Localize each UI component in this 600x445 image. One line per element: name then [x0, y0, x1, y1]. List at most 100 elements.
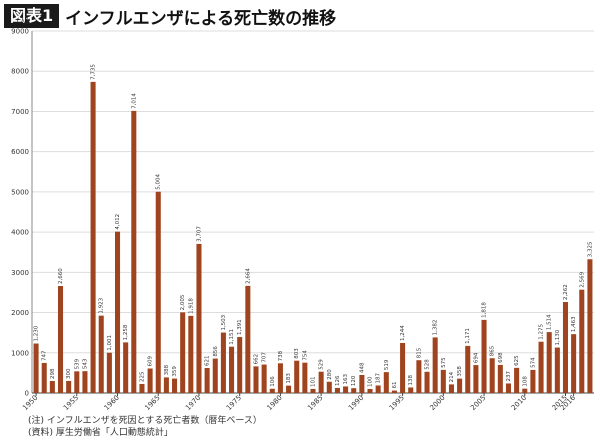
bar-1967: [172, 378, 178, 393]
x-tick-label: 2000: [428, 394, 446, 412]
bar-1987: [334, 387, 340, 393]
bar-1994: [391, 390, 397, 393]
data-label-1963: 225: [139, 371, 145, 382]
bar-2016: [571, 334, 577, 393]
bar-1972: [212, 358, 218, 393]
data-label-1978: 707: [262, 352, 268, 363]
bar-1988: [343, 386, 349, 393]
bar-1961: [123, 342, 129, 393]
data-label-1966: 388: [164, 364, 170, 375]
data-label-2008: 237: [506, 370, 512, 381]
y-tick-label: 7000: [11, 108, 29, 116]
data-label-1960: 4,012: [115, 214, 121, 230]
x-tick-label: 1965: [143, 394, 161, 412]
data-label-1994: 61: [392, 382, 398, 389]
title-bar: 図表1 インフルエンザによる死亡数の推移: [4, 3, 336, 29]
bar-2011: [530, 369, 536, 393]
data-label-undefined: 2,569: [579, 271, 585, 287]
data-label-2013: 1,514: [547, 314, 553, 330]
source-text: (資料) 厚生労働省「人口動態統計」: [28, 428, 173, 438]
data-label-1986: 280: [327, 369, 333, 380]
data-label-1985: 529: [319, 359, 325, 370]
data-label-1975: 1,391: [237, 319, 243, 335]
data-label-1956: 543: [82, 358, 88, 369]
y-tick-label: 8000: [11, 68, 29, 76]
bar-1977: [253, 366, 259, 393]
data-label-1997: 815: [416, 347, 422, 358]
bar-1993: [383, 372, 389, 393]
bar-1999: [432, 337, 438, 393]
bar-1989: [351, 388, 357, 393]
x-tick-label: 1970: [184, 394, 202, 412]
bar-2007: [497, 364, 503, 393]
data-label-1969: 1,918: [188, 298, 194, 314]
data-label-1973: 1,503: [221, 314, 227, 330]
bar-1953: [57, 286, 64, 393]
data-label-1964: 609: [148, 356, 154, 367]
x-tick-label: 1960: [103, 394, 121, 412]
bar-2012: [538, 341, 544, 393]
y-tick-label: 3000: [11, 269, 29, 277]
data-label-2014: 1,130: [555, 329, 561, 345]
bar-2006: [489, 358, 495, 393]
bar-1964: [147, 368, 153, 393]
bar-1979: [269, 388, 275, 393]
data-label-1970: 3,707: [196, 226, 202, 242]
bar-1960: [114, 231, 121, 393]
x-tick-label: 1955: [62, 394, 80, 412]
notes-block: (注) インフルエンザを死因とする死亡者数（暦年ベース） (資料) 厚生労働省「…: [28, 415, 262, 439]
data-label-1962: 7,014: [131, 93, 137, 109]
bar-2001: [448, 384, 454, 393]
bar-1969: [188, 315, 194, 393]
bar-1962: [131, 110, 137, 393]
data-label-1972: 856: [213, 346, 219, 357]
bar-1950: [33, 343, 39, 393]
data-label-1977: 662: [253, 354, 259, 365]
bar-1958: [98, 315, 104, 393]
data-label-1958: 1,923: [99, 297, 105, 313]
data-label-2012: 1,275: [539, 323, 545, 339]
data-label-1971: 621: [205, 356, 211, 367]
y-tick-label: 5000: [11, 188, 29, 196]
bar-1966: [163, 377, 169, 393]
chart-title: インフルエンザによる死亡数の推移: [65, 8, 337, 29]
data-label-1967: 359: [172, 366, 178, 377]
x-tick-label: 1995: [388, 394, 406, 412]
bar-1990: [359, 374, 365, 393]
data-label-1951: 747: [42, 350, 48, 361]
bar-1984: [310, 388, 316, 393]
data-label-1993: 519: [384, 359, 390, 370]
bar-1974: [229, 346, 235, 393]
bar-1957: [90, 81, 96, 394]
bar-1978: [261, 364, 267, 393]
x-tick-label: 1985: [306, 394, 324, 412]
x-tick-label: 2010: [510, 394, 528, 412]
bar-1981: [286, 385, 292, 393]
y-tick-label: 0: [25, 390, 29, 398]
bar-1982: [294, 360, 300, 393]
bar-2010: [522, 388, 528, 393]
bar-2003: [465, 345, 471, 393]
bar-1968: [180, 312, 186, 393]
bar-1976: [245, 285, 251, 393]
bar-1954: [66, 380, 72, 393]
note-text: (注) インフルエンザを死因とする死亡者数（暦年ベース）: [28, 416, 262, 426]
data-label-1998: 528: [425, 359, 431, 370]
bar-2005: [481, 319, 487, 393]
bar-1975: [237, 337, 243, 393]
bar-1952: [49, 381, 55, 393]
data-label-1955: 539: [74, 358, 80, 369]
bar-1971: [204, 368, 210, 393]
bar-2002: [457, 378, 463, 393]
bar-1956: [82, 371, 88, 393]
data-label-1992: 187: [376, 372, 382, 383]
data-label-1987: 126: [335, 375, 341, 386]
data-label-undefined: 3,325: [587, 241, 593, 257]
data-label-1991: 100: [368, 376, 374, 387]
data-label-2000: 575: [441, 357, 447, 368]
data-label-1954: 300: [66, 368, 72, 379]
data-label-1952: 298: [50, 368, 56, 379]
y-tick-label: 4000: [11, 229, 29, 237]
bar-1951: [41, 362, 47, 393]
